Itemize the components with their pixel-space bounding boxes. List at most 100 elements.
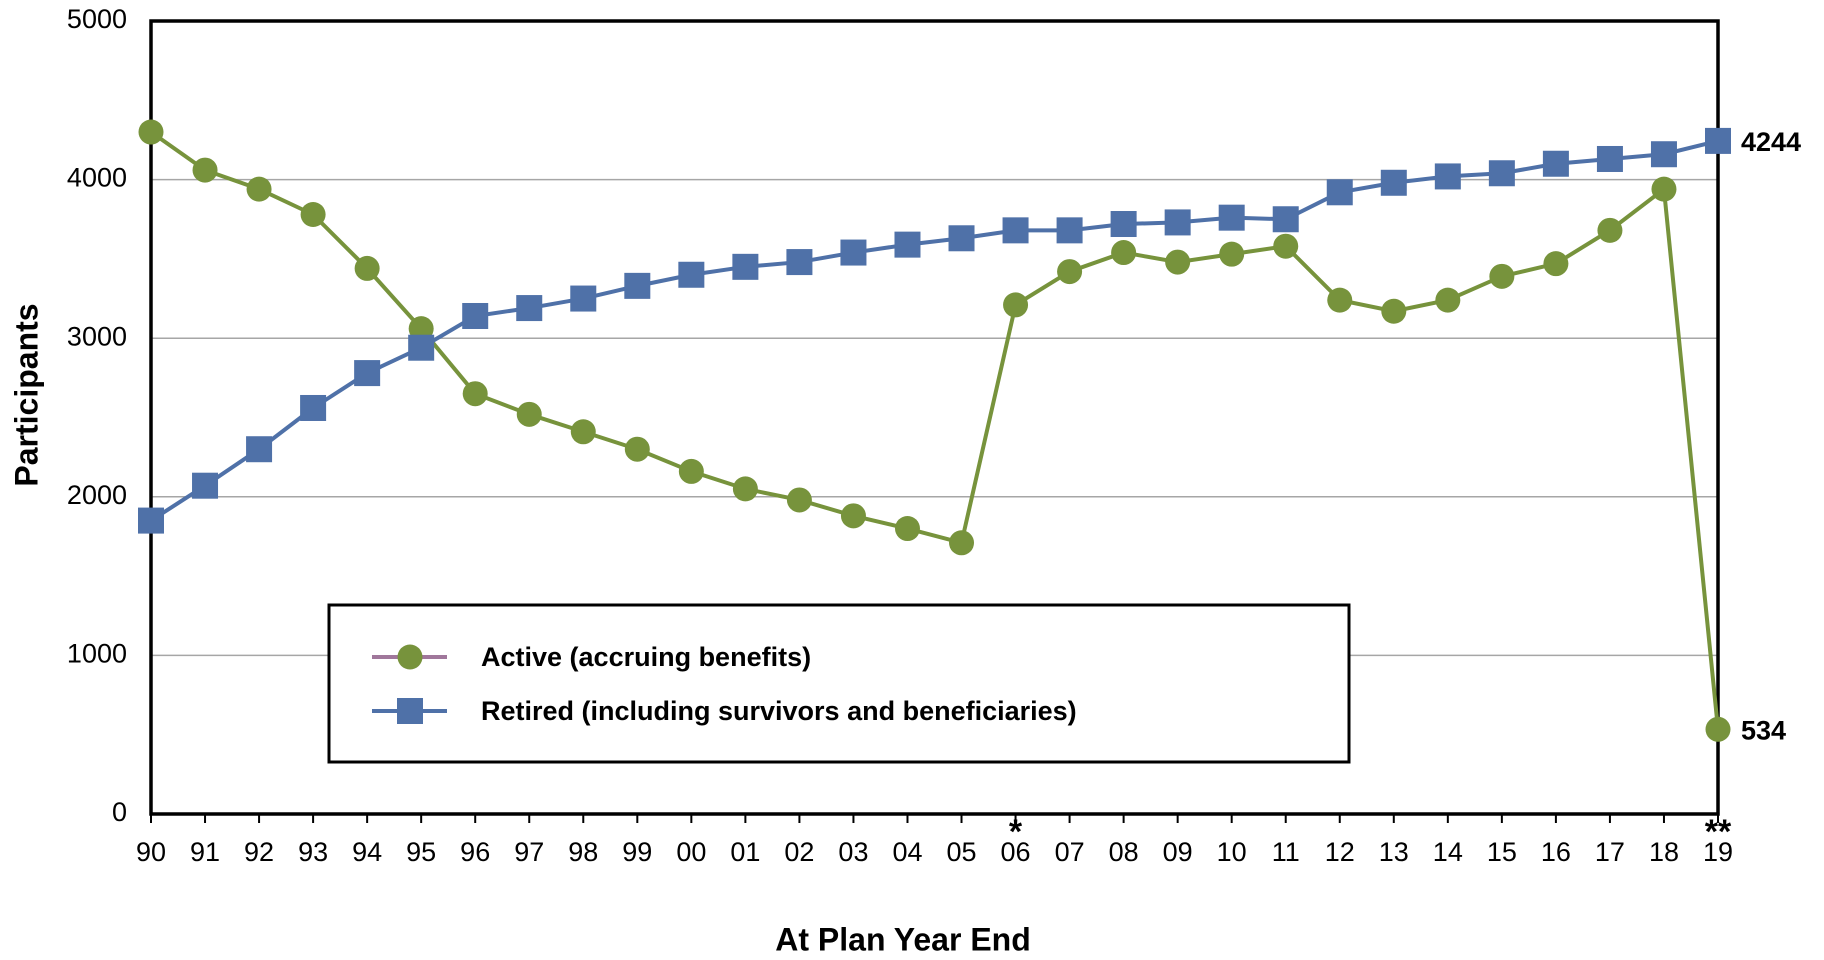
data-point: [1597, 217, 1623, 243]
legend-marker: [397, 698, 423, 724]
data-point: [192, 472, 219, 499]
data-point: [1327, 287, 1353, 313]
x-tick-label: 13: [1379, 837, 1409, 867]
data-point: [786, 249, 813, 276]
x-tick-label: 97: [514, 837, 544, 867]
x-tick-label: 16: [1541, 837, 1571, 867]
data-point: [1381, 298, 1407, 324]
x-tick-label: 19: [1703, 837, 1733, 867]
data-point: [732, 253, 759, 280]
data-point: [246, 176, 272, 202]
data-point: [1434, 163, 1461, 190]
data-point: [1651, 176, 1677, 202]
data-point: [192, 157, 218, 183]
data-point: [678, 261, 705, 288]
data-point: [570, 419, 596, 445]
data-point: [678, 458, 704, 484]
x-tick-label: 02: [784, 837, 814, 867]
data-point: [570, 285, 597, 312]
x-tick-label: 15: [1487, 837, 1517, 867]
y-tick-label: 5000: [67, 4, 127, 34]
data-point: [1596, 145, 1623, 172]
x-tick-label: 93: [298, 837, 328, 867]
y-tick-label: 2000: [67, 480, 127, 510]
data-point: [732, 476, 758, 502]
data-point: [1326, 179, 1353, 206]
data-point: [1488, 160, 1515, 187]
data-point: [894, 516, 920, 542]
legend-box: [327, 603, 1351, 764]
data-point: [948, 225, 975, 252]
data-point: [516, 401, 542, 427]
data-point: [516, 295, 543, 322]
x-tick-label: 11: [1272, 837, 1300, 867]
data-point: [1110, 211, 1137, 238]
data-point: [1705, 127, 1731, 154]
plot-frame: [149, 19, 1720, 816]
legend-label: Retired (including survivors and benefic…: [481, 696, 1077, 726]
data-point: [786, 487, 812, 513]
x-tick-label: 01: [730, 837, 760, 867]
data-point: [1111, 240, 1137, 266]
legend-marker: [397, 644, 423, 670]
x-axis-title: At Plan Year End: [775, 921, 1031, 957]
x-tick-label: 99: [622, 837, 652, 867]
y-tick-label: 1000: [67, 639, 127, 669]
data-point: [1380, 169, 1407, 196]
data-point: [1164, 209, 1191, 236]
data-point: [408, 334, 435, 361]
data-point: [624, 272, 651, 299]
x-tick-label: 10: [1217, 837, 1247, 867]
data-label: 4244: [1741, 127, 1801, 157]
legend: Active (accruing benefits) Retired (inclu…: [327, 603, 1351, 764]
data-point: [1489, 263, 1515, 289]
data-point: [1542, 150, 1569, 177]
x-tick-label: 07: [1055, 837, 1085, 867]
data-point: [1003, 292, 1029, 318]
data-point: [624, 436, 650, 462]
x-tick-label: 17: [1595, 837, 1625, 867]
data-point: [1272, 206, 1299, 233]
data-point: [138, 119, 164, 145]
data-point: [300, 201, 326, 227]
x-tick-label: 91: [190, 837, 220, 867]
data-point: [949, 530, 975, 556]
x-tick-label: 06: [1001, 837, 1031, 867]
data-point: [894, 231, 921, 258]
x-tick-label: 18: [1649, 837, 1679, 867]
x-tick-label: 04: [892, 837, 922, 867]
data-point: [1219, 241, 1245, 267]
data-label: 534: [1741, 715, 1786, 745]
x-tick-label: 03: [838, 837, 868, 867]
annotation: **: [1705, 813, 1732, 851]
annotation: *: [1009, 813, 1023, 851]
x-tick-label: 92: [244, 837, 274, 867]
data-point: [1435, 287, 1461, 313]
data-point: [1218, 204, 1245, 231]
legend-label: Active (accruing benefits): [481, 642, 811, 672]
x-tick-label: 94: [352, 837, 382, 867]
data-point: [462, 302, 489, 329]
data-point: [1057, 259, 1083, 285]
x-tick-label: 12: [1325, 837, 1355, 867]
x-tick-label: 00: [676, 837, 706, 867]
series-line: [149, 138, 1719, 523]
x-tick-label: 90: [136, 837, 166, 867]
data-point: [1650, 141, 1677, 168]
x-tick-label: 08: [1109, 837, 1139, 867]
data-point: [1056, 217, 1083, 244]
data-point: [462, 381, 488, 407]
data-point: [246, 436, 273, 463]
data-point: [1273, 233, 1299, 259]
x-tick-label: 95: [406, 837, 436, 867]
x-tick-label: 05: [946, 837, 976, 867]
y-tick-label: 4000: [67, 163, 127, 193]
x-tick-label: 09: [1163, 837, 1193, 867]
data-point: [138, 507, 164, 534]
data-point: [1165, 249, 1191, 275]
data-point: [300, 394, 327, 421]
data-point: [1543, 251, 1569, 277]
y-axis-title: Participants: [8, 303, 44, 486]
x-tick-label: 98: [568, 837, 598, 867]
